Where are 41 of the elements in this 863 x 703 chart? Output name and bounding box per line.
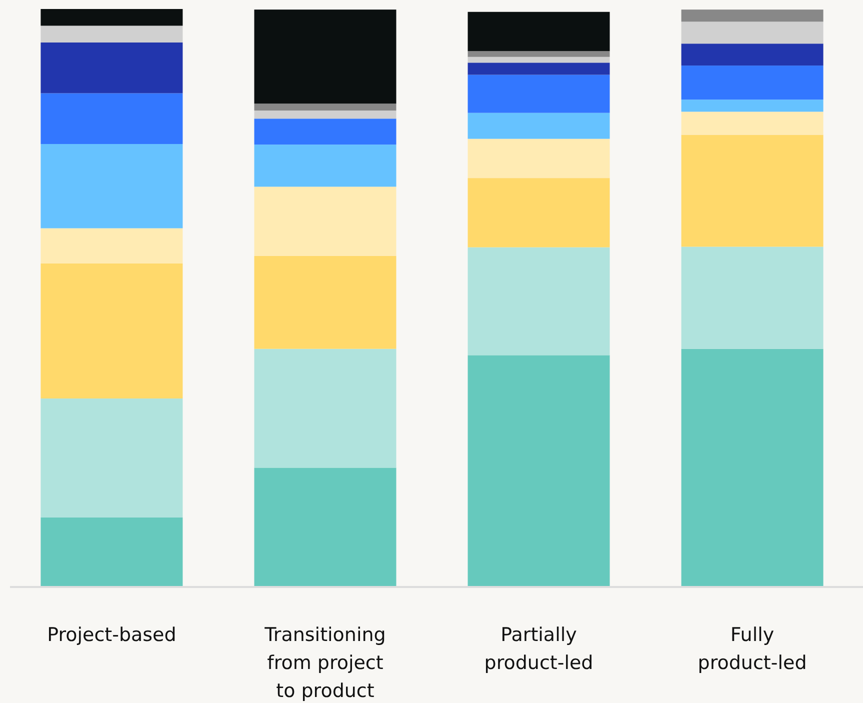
bar [681,348,824,586]
bar [468,138,610,178]
bar [468,74,610,113]
bar [40,517,183,586]
bar [468,355,610,586]
bar [254,144,396,187]
bar [468,12,610,52]
x-tick-label: Transitioning from project to product [264,624,386,702]
bar [681,10,824,22]
bar [254,110,396,119]
bar [468,51,610,57]
bar [468,62,610,75]
bar [40,263,183,398]
bar [40,144,183,228]
bar [254,118,396,145]
x-tick-label: Fully product-led [698,624,807,674]
bar [40,42,183,94]
bar [468,178,610,248]
bar [254,186,396,256]
bar [254,10,396,104]
bar [681,134,824,247]
bar [40,9,183,26]
bar [40,398,183,518]
bar [681,44,824,66]
bar [40,228,183,264]
bar [681,112,824,135]
bar [681,246,824,349]
bar [468,247,610,356]
bar [681,100,824,112]
bar [40,26,183,42]
x-tick-label: Project-based [47,624,176,646]
bar [681,66,824,100]
bar [254,256,396,349]
x-tick-label: Partially product-led [484,624,594,674]
bar [681,22,824,44]
bar [254,348,396,468]
bar [40,93,183,144]
bar [468,56,610,63]
bar [254,468,396,586]
bar [468,112,610,139]
bar [254,104,396,111]
